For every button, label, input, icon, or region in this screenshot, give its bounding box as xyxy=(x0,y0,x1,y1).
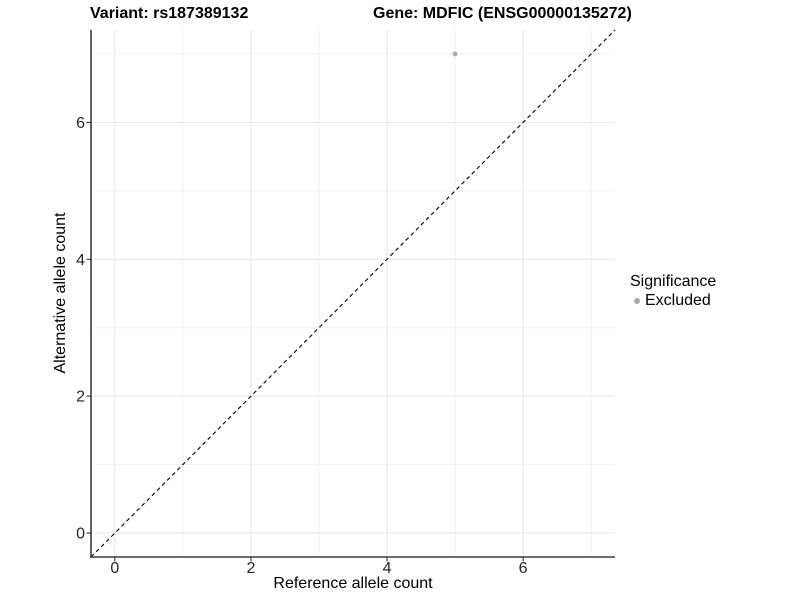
legend: Significance Excluded xyxy=(630,272,716,310)
svg-text:6: 6 xyxy=(519,560,528,577)
svg-text:2: 2 xyxy=(76,389,85,406)
svg-text:2: 2 xyxy=(246,560,255,577)
legend-item-label: Excluded xyxy=(645,292,711,309)
plot-title-variant: Variant: rs187389132 xyxy=(90,5,249,22)
svg-text:0: 0 xyxy=(76,526,85,543)
x-axis-title: Reference allele count xyxy=(273,575,433,592)
svg-text:6: 6 xyxy=(76,115,85,132)
svg-text:4: 4 xyxy=(383,560,392,577)
plot-title-gene: Gene: MDFIC (ENSG00000135272) xyxy=(373,5,632,22)
svg-text:0: 0 xyxy=(110,560,119,577)
legend-item-excluded: Excluded xyxy=(630,291,716,310)
legend-point-icon xyxy=(634,297,640,304)
svg-text:4: 4 xyxy=(76,252,85,269)
y-axis-title: Alternative allele count xyxy=(52,212,69,374)
legend-title: Significance xyxy=(630,273,717,290)
